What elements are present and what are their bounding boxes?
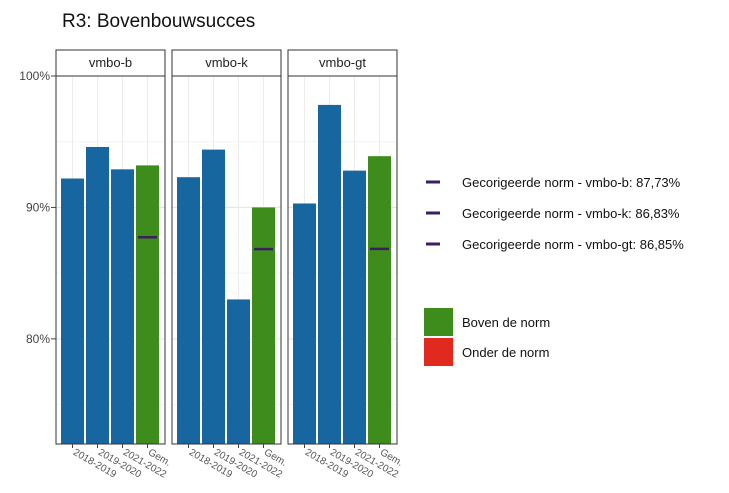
y-tick-label: 100% <box>19 69 50 83</box>
bar-vmbo-gt-2021-2022 <box>343 170 366 444</box>
bar-vmbo-b-2018-2019 <box>61 178 84 444</box>
bar-vmbo-gt-Gem. <box>368 156 391 444</box>
bar-vmbo-k-2018-2019 <box>177 177 200 444</box>
panel-border <box>55 49 166 445</box>
bar-vmbo-gt-2019-2020 <box>318 104 341 445</box>
legend-norm-label: Gecorigeerde norm - vmbo-k: 86,83% <box>462 206 680 221</box>
bar-vmbo-k-Gem. <box>252 207 275 444</box>
legend-norm-label: Gecorigeerde norm - vmbo-b: 87,73% <box>462 175 681 190</box>
y-tick-label: 80% <box>26 332 50 346</box>
legend-fill-key <box>424 338 453 366</box>
chart-title: R3: Bovenbouwsucces <box>62 11 255 32</box>
bar-vmbo-gt-2018-2019 <box>293 203 316 444</box>
bar-vmbo-b-Gem. <box>136 165 159 444</box>
bar-vmbo-b-2019-2020 <box>86 146 109 444</box>
panel-strip-label: vmbo-k <box>205 55 248 70</box>
y-tick-label: 90% <box>26 200 50 214</box>
legend-fill-label: Onder de norm <box>462 345 549 360</box>
panel-strip-label: vmbo-b <box>89 55 132 70</box>
legend-fill-label: Boven de norm <box>462 315 550 330</box>
legend-fill-key <box>424 308 453 336</box>
panels: 80% 90% 100% vmbo-b2018-20192019-20202021-2… <box>19 49 405 481</box>
panel-border <box>171 49 282 445</box>
bar-vmbo-k-2021-2022 <box>227 299 250 444</box>
bar-vmbo-k-2019-2020 <box>202 149 225 444</box>
bar-vmbo-b-2021-2022 <box>111 169 134 445</box>
legend: Gecorigeerde norm - vmbo-b: 87,73% Gecori… <box>424 175 684 366</box>
panel-strip-label: vmbo-gt <box>319 55 366 70</box>
panel-border <box>287 49 398 445</box>
legend-norm-label: Gecorigeerde norm - vmbo-gt: 86,85% <box>462 237 684 252</box>
